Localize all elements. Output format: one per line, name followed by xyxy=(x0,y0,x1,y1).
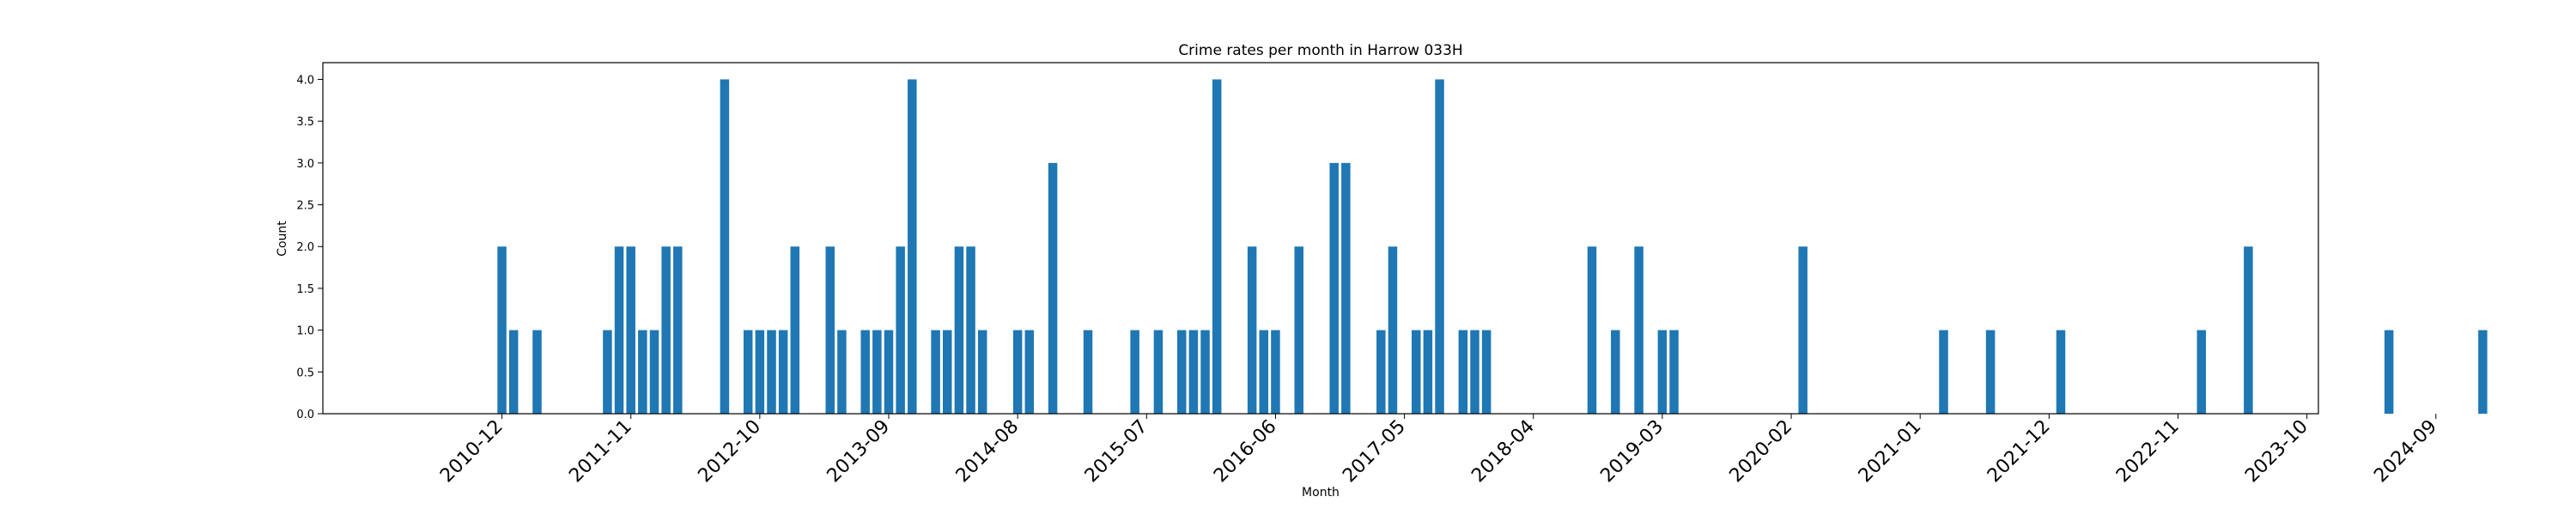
y-tick-label: 0.5 xyxy=(296,367,314,379)
bar xyxy=(638,330,647,414)
x-tick-label: 2022-11 xyxy=(2112,416,2184,488)
bar xyxy=(661,246,671,414)
bar xyxy=(884,330,894,414)
x-tick-label: 2020-02 xyxy=(1726,416,1797,488)
bar xyxy=(1435,79,1444,414)
bar xyxy=(1012,330,1023,414)
x-tick-label: 2024-09 xyxy=(2370,416,2441,488)
bar xyxy=(508,330,519,414)
bar xyxy=(755,330,765,414)
bar xyxy=(860,330,870,414)
y-axis-label: Count xyxy=(276,221,289,257)
y-tick-label: 2.5 xyxy=(296,200,314,213)
bar xyxy=(1939,330,1948,414)
x-tick-label: 2015-07 xyxy=(1081,416,1152,488)
bar xyxy=(1048,162,1058,415)
bar xyxy=(954,246,964,414)
x-tick-label: 2011-11 xyxy=(565,416,636,488)
plot-frame xyxy=(322,62,2319,415)
bar xyxy=(720,79,730,414)
x-tick-label: 2010-12 xyxy=(436,416,507,488)
y-tick-label: 1.5 xyxy=(296,283,314,296)
chart-title: Crime rates per month in Harrow 033H xyxy=(1178,42,1462,59)
bar xyxy=(1212,79,1222,414)
bar xyxy=(908,79,917,414)
bar xyxy=(2244,246,2253,414)
bar xyxy=(966,246,975,414)
bar xyxy=(614,246,624,414)
x-axis: 2010-12 2011-11 2012-10 2013-09 2014-08 2015-… xyxy=(436,414,2441,487)
bar xyxy=(1388,246,1398,414)
bar xyxy=(1470,330,1479,414)
bar xyxy=(1294,246,1303,414)
y-tick-label: 2.0 xyxy=(296,241,314,254)
bar xyxy=(1458,330,1468,414)
bar xyxy=(1798,246,1807,414)
bar xyxy=(1259,330,1269,414)
x-tick-label: 2014-08 xyxy=(952,416,1024,488)
bar xyxy=(1481,330,1492,414)
x-tick-label: 2012-10 xyxy=(694,416,765,488)
bar xyxy=(1657,330,1668,414)
bar xyxy=(837,330,847,414)
bar xyxy=(790,246,800,414)
bar xyxy=(1634,246,1643,414)
bar xyxy=(872,330,882,414)
x-tick-label: 2016-06 xyxy=(1210,416,1281,488)
x-tick-label: 2021-01 xyxy=(1855,416,1926,488)
bar xyxy=(2056,330,2066,414)
bar xyxy=(1329,162,1339,415)
bar xyxy=(896,246,905,414)
bar xyxy=(767,330,776,414)
y-tick-label: 3.0 xyxy=(296,158,314,171)
y-tick-label: 3.5 xyxy=(296,116,314,129)
x-tick-label: 2018-04 xyxy=(1467,416,1539,488)
y-axis: 0.0 0.5 1.0 1.5 2.0 2.5 3.0 3.5 4.0 xyxy=(296,74,323,421)
bar xyxy=(1423,330,1433,414)
bar xyxy=(1200,330,1210,414)
bar xyxy=(1188,330,1199,414)
bar xyxy=(977,330,987,414)
bar xyxy=(943,330,952,414)
x-tick-label: 2023-10 xyxy=(2241,416,2312,488)
bar xyxy=(1083,330,1093,414)
bar xyxy=(1376,330,1386,414)
bar xyxy=(1412,330,1421,414)
bar xyxy=(931,330,940,414)
bar xyxy=(649,330,659,414)
x-tick-label: 2021-12 xyxy=(1984,416,2055,488)
y-tick-label: 4.0 xyxy=(296,74,314,87)
bar xyxy=(673,246,683,414)
bar xyxy=(1985,330,1996,414)
bar xyxy=(1587,246,1597,414)
x-tick-label: 2013-09 xyxy=(823,416,895,488)
bar xyxy=(1024,330,1035,414)
bar xyxy=(1177,330,1187,414)
bar xyxy=(1130,330,1139,414)
bar xyxy=(626,246,635,414)
x-axis-label: Month xyxy=(1302,486,1340,500)
bar xyxy=(603,330,612,414)
bar xyxy=(1271,330,1280,414)
bar xyxy=(2196,330,2207,414)
y-tick-label: 0.0 xyxy=(296,409,314,421)
x-tick-label: 2019-03 xyxy=(1596,416,1668,488)
bar xyxy=(2478,330,2488,414)
bar xyxy=(778,330,788,414)
bar xyxy=(1247,246,1257,414)
bar xyxy=(2384,330,2394,414)
bar xyxy=(1611,330,1620,414)
bar xyxy=(1669,330,1679,414)
bar xyxy=(1341,162,1351,415)
bar xyxy=(825,246,835,414)
bar xyxy=(1153,330,1163,414)
bar xyxy=(743,330,753,414)
bar xyxy=(532,330,542,414)
x-tick-label: 2017-05 xyxy=(1339,416,1410,488)
bar xyxy=(497,246,507,414)
y-tick-label: 1.0 xyxy=(296,325,314,338)
bars xyxy=(497,79,2488,415)
